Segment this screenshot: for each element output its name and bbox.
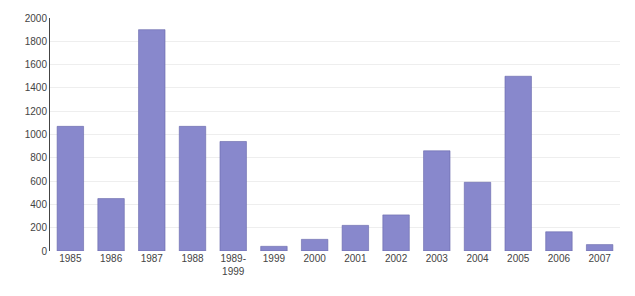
svg-text:1987: 1987 — [141, 253, 164, 264]
svg-text:1600: 1600 — [25, 59, 48, 70]
svg-text:1200: 1200 — [25, 106, 48, 117]
svg-text:2007: 2007 — [589, 253, 612, 264]
svg-text:2005: 2005 — [507, 253, 530, 264]
svg-text:2000: 2000 — [25, 13, 48, 24]
svg-text:2002: 2002 — [385, 253, 408, 264]
svg-text:2006: 2006 — [548, 253, 571, 264]
svg-text:0: 0 — [41, 246, 47, 257]
svg-text:200: 200 — [30, 222, 47, 233]
svg-text:2000: 2000 — [304, 253, 327, 264]
svg-text:1800: 1800 — [25, 36, 48, 47]
svg-text:400: 400 — [30, 199, 47, 210]
svg-text:1999: 1999 — [263, 253, 286, 264]
svg-text:1000: 1000 — [25, 129, 48, 140]
svg-text:800: 800 — [30, 152, 47, 163]
svg-text:1986: 1986 — [100, 253, 123, 264]
svg-text:1989-1999: 1989-1999 — [220, 253, 246, 277]
svg-text:1400: 1400 — [25, 82, 48, 93]
svg-text:600: 600 — [30, 176, 47, 187]
svg-text:2004: 2004 — [466, 253, 489, 264]
svg-text:1988: 1988 — [181, 253, 204, 264]
svg-text:1985: 1985 — [59, 253, 82, 264]
svg-text:2003: 2003 — [426, 253, 449, 264]
svg-text:2001: 2001 — [344, 253, 367, 264]
